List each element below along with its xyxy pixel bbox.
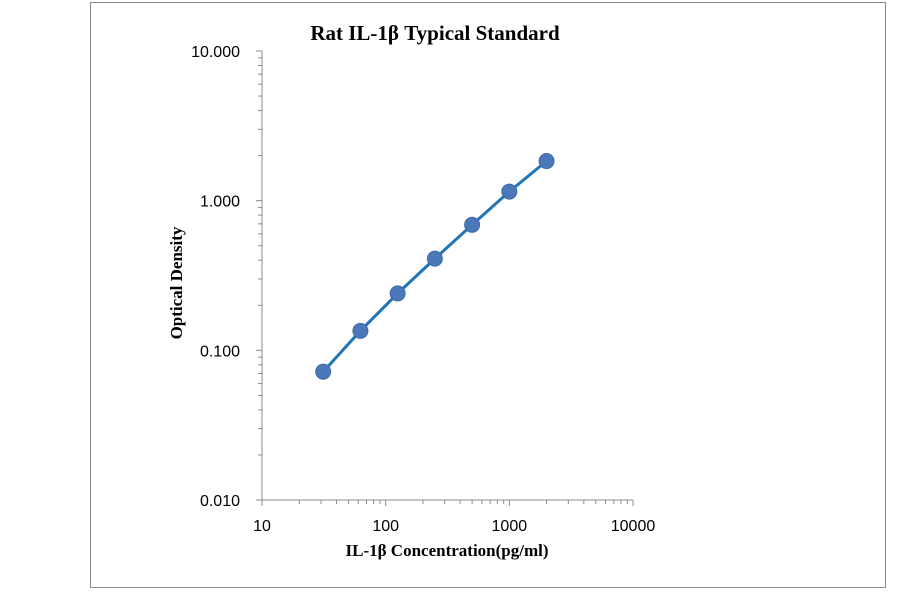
- tick-labels: 10 100 1000 10000 0.010 0.100 1.000 10.000: [191, 44, 655, 535]
- chart: Rat IL-1β Typical Standard 10 100 1000 1000…: [167, 21, 655, 560]
- chart-frame: Rat IL-1β Typical Standard 10 100 1000 1000…: [90, 2, 886, 588]
- data-point: [352, 322, 369, 339]
- x-tick-label: 10000: [611, 518, 656, 535]
- y-tick-label: 0.010: [200, 493, 240, 510]
- y-axis-label: Optical Density: [167, 226, 186, 339]
- y-tick-label: 10.000: [191, 44, 240, 61]
- x-axis-label: IL-1β Concentration(pg/ml): [345, 541, 548, 560]
- x-tick-label: 10: [253, 518, 271, 535]
- x-tick-label: 1000: [492, 518, 528, 535]
- y-tick-label: 1.000: [200, 194, 240, 211]
- x-tick-label: 100: [372, 518, 399, 535]
- chart-title: Rat IL-1β Typical Standard: [310, 21, 560, 45]
- series-layer: [315, 153, 555, 380]
- data-point: [501, 183, 518, 200]
- axes: [256, 50, 634, 506]
- data-point: [426, 250, 443, 267]
- data-point: [464, 216, 481, 233]
- data-point: [538, 153, 555, 170]
- y-tick-label: 0.100: [200, 343, 240, 360]
- data-point: [389, 285, 406, 302]
- data-point: [315, 363, 332, 380]
